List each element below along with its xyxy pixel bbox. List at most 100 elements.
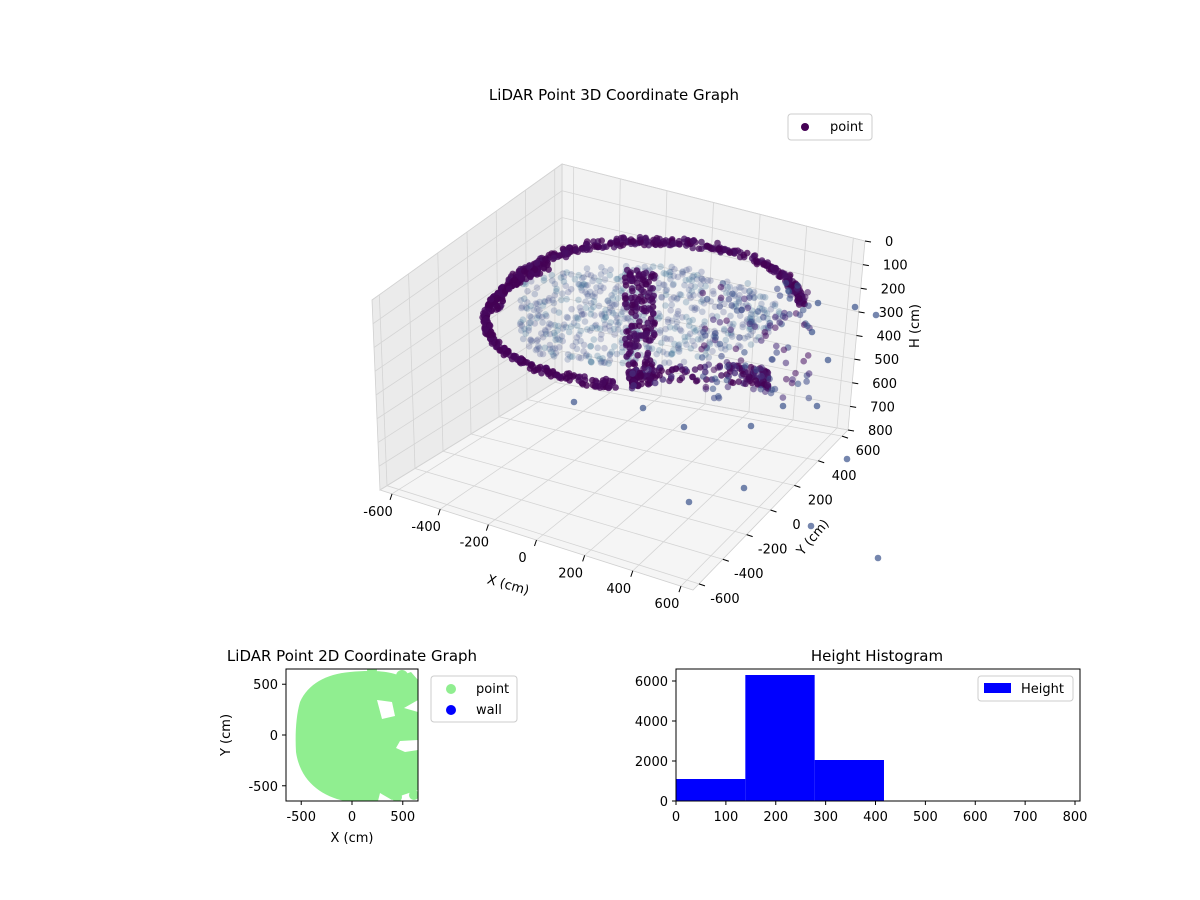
data-point [758,337,765,344]
data-point [535,343,542,350]
data-point [629,370,636,377]
data-point [486,331,494,339]
data-point [513,281,520,289]
data-point [613,235,620,243]
data-point [605,360,612,367]
data-point [637,293,644,300]
data-point [666,268,673,276]
data-point [533,314,541,322]
data-point [539,302,547,309]
data-point [682,298,690,306]
data-point [567,323,575,330]
grid-3d [371,163,866,587]
data-point [627,277,635,285]
data-point [611,301,618,309]
data-point [807,522,815,530]
data-point [699,373,707,380]
data-point [661,359,668,367]
data-point [583,351,590,359]
grid-line-z [376,297,563,420]
data-point [527,270,535,277]
data-point [727,312,734,320]
data-point [606,299,613,307]
data-point [664,316,672,323]
data-point [562,375,570,382]
grid-line-y [470,433,771,511]
grid-line-z [561,190,863,266]
data-point [730,320,737,328]
data-point [621,315,628,323]
legend-3d-label: point [830,120,863,135]
data-point [481,326,489,334]
data-point [610,325,618,333]
data-point [674,294,681,302]
data-point [668,263,675,271]
data-point [637,372,645,379]
data-point [662,270,670,278]
data-point [573,246,580,254]
data-point [480,318,488,325]
data-point [677,291,685,299]
data-point [679,314,686,321]
data-point [611,343,618,350]
grid-line-z [371,163,563,301]
data-point [647,306,654,313]
data-point [698,275,706,283]
legend-2d-label-point: point [476,682,509,697]
data-point [782,279,790,287]
histogram-bar [676,779,746,801]
legend-hist: Height [977,675,1074,702]
tick-mark-x [582,555,586,562]
data-point [505,285,513,293]
tick-label-x: -400 [411,520,441,535]
data-point [527,337,534,344]
data-point [727,326,734,334]
tick-label-y-hist: 2000 [635,755,668,770]
data-point [779,402,787,410]
data-point [814,299,822,307]
data-point [747,363,755,371]
data-point [681,337,689,345]
data-point [724,284,731,291]
data-point [614,283,621,291]
data-point [518,303,526,310]
data-point [609,295,617,302]
data-point [663,335,671,343]
data-point [741,295,748,303]
data-point [612,312,620,319]
data-point [683,266,690,274]
tick-label-z: 700 [870,400,895,415]
data-point [559,290,566,298]
data-point [685,265,693,273]
data-point [639,332,647,339]
data-point [578,275,586,282]
data-point [723,289,730,297]
tick-mark-y [818,460,825,464]
data-point [699,289,706,297]
data-point [716,340,724,348]
data-point [496,347,504,354]
data-point [572,314,580,321]
data-point [634,352,641,359]
data-point [521,295,528,303]
data-point [552,336,559,344]
data-point [672,365,680,372]
data-point [706,339,713,346]
data-point [679,268,686,275]
data-point [751,294,758,301]
data-point [736,291,743,299]
data-point [555,309,563,316]
data-point [772,265,779,272]
data-point [691,304,699,312]
data-point [726,249,734,257]
data-point [739,323,746,331]
grid-line-y [526,399,819,462]
data-point [570,319,578,327]
data-point [685,276,693,283]
histogram-bar [814,760,884,801]
data-point [747,341,755,348]
data-point [563,295,570,303]
data-point [573,345,581,353]
data-point [664,318,672,326]
tick-label-y: 200 [808,493,833,508]
